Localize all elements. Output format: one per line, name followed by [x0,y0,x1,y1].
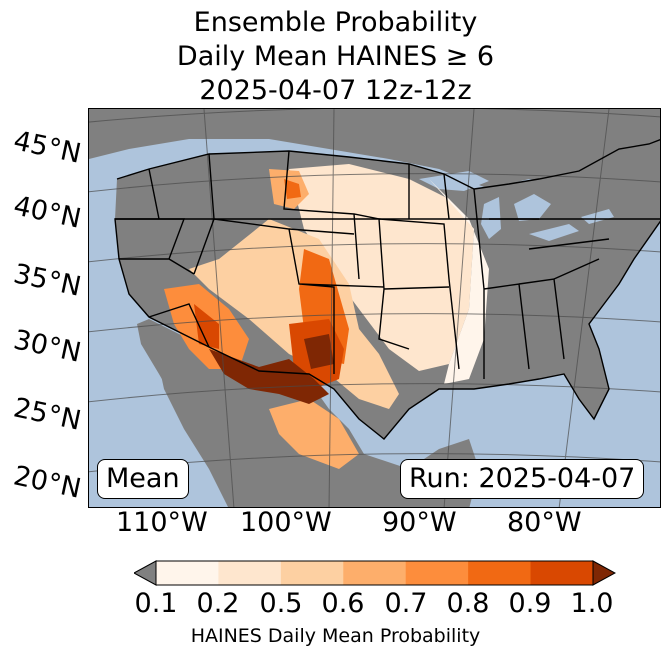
colorbar-outline [155,560,594,586]
prob-0-7-mt [284,179,301,199]
prob-0-2 [289,164,474,371]
lat-label-30: 30°N [10,324,84,369]
lat-label-35: 35°N [10,258,84,303]
title-line-3: 2025-04-07 12z-12z [199,75,472,106]
graticule [89,109,660,507]
colorbar-label: HAINES Daily Mean Probability [190,625,481,647]
lat-label-20: 20°N [10,460,84,505]
colorbar-under-arrow [134,560,157,586]
prob-0-6 [269,399,359,469]
baja-land [137,319,207,439]
colorbar-segment [530,561,594,585]
lat-label-25: 25°N [10,392,84,437]
colorbar-tick-2: 0.5 [259,588,303,619]
colorbar-tick-6: 0.9 [508,588,552,619]
lon-label-80: 80°W [507,507,582,538]
colorbar-tick-0: 0.1 [134,588,178,619]
colorbar [134,560,616,586]
lon-label-110: 110°W [116,507,208,538]
run-label-box: Run: 2025-04-07 [400,459,645,499]
colorbar-segments [156,561,594,585]
prob-0-5 [189,219,399,409]
lon-label-100: 100°W [240,507,332,538]
colorbar-over-arrow [592,560,616,586]
colorbar-segment [156,561,219,585]
prob-0-9 [194,304,344,389]
lat-label-40: 40°N [10,190,84,235]
colorbar-segment [280,561,344,585]
colorbar-segment [218,561,282,585]
lon-label-90: 90°W [382,507,457,538]
borders [114,139,660,440]
colorbar-segment [405,561,469,585]
lat-label-45: 45°N [10,125,84,170]
colorbar-tick-4: 0.7 [384,588,428,619]
colorbar-tick-1: 0.2 [196,588,240,619]
title-line-1: Ensemble Probability [193,7,478,38]
prob-0-1 [429,179,489,384]
canada-land [89,109,660,189]
colorbar-segment [468,561,532,585]
map-frame [88,108,661,508]
title-line-2: Daily Mean HAINES ≥ 6 [176,41,495,72]
colorbar-tick-5: 0.8 [446,588,490,619]
stat-label-box: Mean [97,459,189,499]
prob-1-0 [209,334,334,404]
colorbar-tick-7: 1.0 [570,588,614,619]
colorbar-tick-3: 0.6 [321,588,365,619]
map-canvas [89,109,660,507]
colorbar-segment [343,561,407,585]
